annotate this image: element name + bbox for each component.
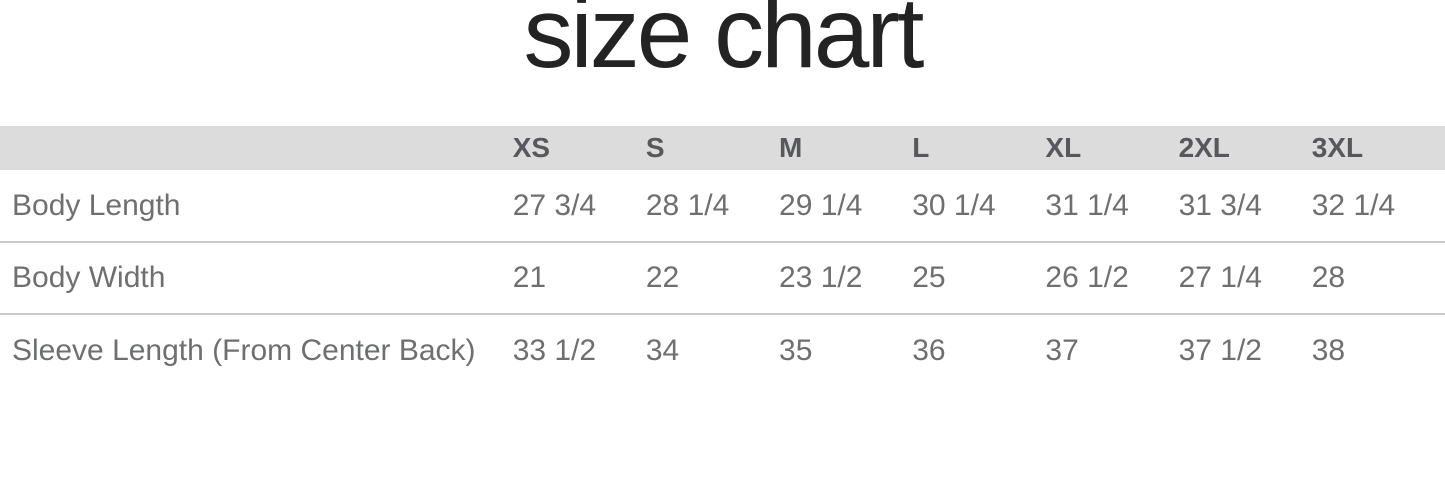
table-cell: 25 [912,261,946,294]
table-cell: 31 3/4 [1178,188,1262,222]
table-cell: 26 1/2 [1045,261,1129,294]
table-cell: 28 [1311,261,1346,294]
header-row: XS S M L XL 2XL 3XL [0,126,1445,170]
table-row-body-width: Body Width 21 22 23 1/2 25 26 1/2 27 1/4… [0,242,1445,314]
header-cell-xs: XS [512,132,551,163]
table-row-body-length: Body Length 27 3/4 28 1/4 29 1/4 30 1/4 … [0,170,1445,242]
table-cell: 22 [645,261,680,294]
table-cell: 34 [645,333,680,367]
row-label: Body Length [12,188,181,222]
header-cell-blank [0,126,513,170]
table-cell: 31 1/4 [1045,188,1129,222]
header-cell-m: M [779,132,803,163]
row-label: Sleeve Length (From Center Back) [12,333,476,367]
table-row-sleeve-length: Sleeve Length (From Center Back) 33 1/2 … [0,314,1445,386]
table-cell: 27 3/4 [512,188,597,222]
row-label: Body Width [12,261,166,294]
table-cell: 37 [1045,333,1079,367]
table-cell: 36 [912,333,946,367]
table-cell: 30 1/4 [912,188,996,222]
header-cell-l: L [912,132,930,163]
table-cell: 32 1/4 [1311,188,1396,222]
header-cell-3xl: 3XL [1311,132,1364,163]
table-cell: 33 1/2 [512,333,597,367]
table-cell: 28 1/4 [645,188,730,222]
header-cell-s: S [645,132,665,163]
header-cell-2xl: 2XL [1178,132,1230,163]
table-cell: 37 1/2 [1178,333,1262,367]
page-title: size chart [523,0,925,89]
table-cell: 29 1/4 [779,188,863,222]
header-cell-xl: XL [1045,132,1082,163]
size-chart-table: XS S M L XL 2XL 3XL Body Length 27 3/4 2… [0,126,1445,386]
table-cell: 38 [1311,333,1346,367]
table-cell: 35 [779,333,813,367]
table-cell: 23 1/2 [779,261,863,294]
table-cell: 27 1/4 [1178,261,1262,294]
table-cell: 21 [512,261,547,294]
